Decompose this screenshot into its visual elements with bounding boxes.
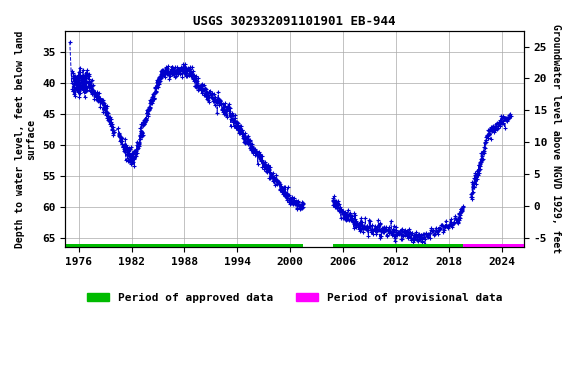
Y-axis label: Groundwater level above NGVD 1929, feet: Groundwater level above NGVD 1929, feet [551,25,561,253]
Y-axis label: Depth to water level, feet below land
surface: Depth to water level, feet below land su… [15,30,37,248]
Legend: Period of approved data, Period of provisional data: Period of approved data, Period of provi… [82,288,507,307]
Bar [66,244,304,247]
Bar [463,244,524,247]
Bar [332,244,463,247]
Title: USGS 302932091101901 EB-944: USGS 302932091101901 EB-944 [194,15,396,28]
